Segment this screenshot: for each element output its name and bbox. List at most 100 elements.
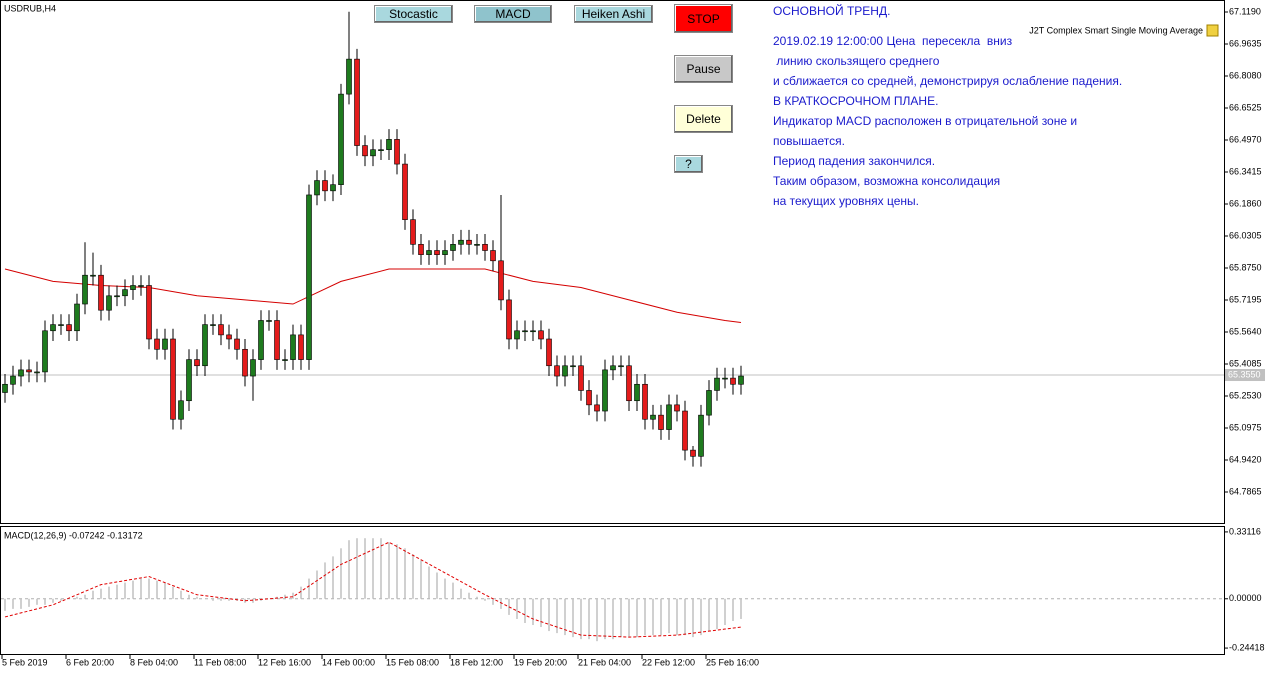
message-line: Период падения закончился. xyxy=(773,154,935,168)
candle-body xyxy=(290,334,296,360)
y-tick-label: 65.8750 xyxy=(1229,262,1262,272)
candle-body xyxy=(306,194,312,360)
message-line: на текущих уровнях цены. xyxy=(773,194,919,208)
candle-body xyxy=(570,365,576,368)
candle-body xyxy=(698,414,704,457)
y-tick-label: 0.33116 xyxy=(1229,526,1261,536)
candle-body xyxy=(282,359,288,361)
candle-body xyxy=(90,274,96,277)
candle-body xyxy=(154,338,160,350)
candle-body xyxy=(466,239,472,245)
y-tick-label: 67.1190 xyxy=(1229,6,1261,16)
x-tick-label: 18 Feb 12:00 xyxy=(450,657,503,667)
candle-body xyxy=(474,244,480,246)
candle-body xyxy=(626,365,632,402)
y-tick-label: 66.4970 xyxy=(1229,134,1262,144)
candle-body xyxy=(362,145,368,157)
candle-body xyxy=(122,289,128,297)
y-tick-label: 66.9635 xyxy=(1229,38,1262,48)
candle-body xyxy=(106,295,112,311)
button[interactable]: Pause xyxy=(674,55,733,83)
indicator-label: J2T Complex Smart Single Moving Average xyxy=(1029,25,1203,35)
y-tick-label: 66.6525 xyxy=(1229,102,1262,112)
candle-body xyxy=(674,404,680,412)
candle-body xyxy=(546,338,552,367)
message-line: Индикатор MACD расположен в отрицательно… xyxy=(773,114,1077,128)
candle-body xyxy=(490,250,496,262)
y-tick-label: 65.5640 xyxy=(1229,326,1262,336)
candle-body xyxy=(650,414,656,420)
candle-body xyxy=(234,338,240,350)
y-tick-label: 64.9420 xyxy=(1229,454,1262,464)
message-line: Таким образом, возможна консолидация xyxy=(773,174,1000,188)
y-tick-label: 65.4085 xyxy=(1229,358,1262,368)
candle-body xyxy=(266,320,272,322)
candle-body xyxy=(706,390,712,416)
candle-body xyxy=(202,324,208,367)
candle-body xyxy=(410,219,416,245)
candle-body xyxy=(610,365,616,371)
candle-body xyxy=(506,299,512,340)
message-line: и сближается со средней, демонстрируя ос… xyxy=(773,74,1122,88)
candle-body xyxy=(18,369,24,377)
candle-body xyxy=(386,139,392,150)
message-line: ОСНОВНОЙ ТРЕНД. xyxy=(773,3,890,18)
x-tick-label: 21 Feb 04:00 xyxy=(578,657,631,667)
candle-body xyxy=(482,244,488,251)
main-frame xyxy=(0,0,1225,524)
candle-body xyxy=(162,338,168,350)
symbol-label: USDRUB,H4 xyxy=(4,3,56,13)
candle-body xyxy=(562,365,568,377)
candle-body xyxy=(298,334,304,360)
candle-body xyxy=(274,320,280,360)
candle-body xyxy=(658,414,664,430)
candle-body xyxy=(10,375,16,385)
candle-body xyxy=(58,324,64,326)
button[interactable]: Delete xyxy=(674,105,733,133)
candle-body xyxy=(66,324,72,332)
candle-body xyxy=(714,377,720,391)
button[interactable]: STOP xyxy=(674,4,733,33)
candle-body xyxy=(426,250,432,255)
x-tick-label: 19 Feb 20:00 xyxy=(514,657,567,667)
candle-body xyxy=(722,377,728,380)
candle-body xyxy=(330,184,336,192)
x-tick-label: 15 Feb 08:00 xyxy=(386,657,439,667)
x-tick-label: 12 Feb 16:00 xyxy=(258,657,311,667)
candle-body xyxy=(594,404,600,412)
candle-body xyxy=(250,359,256,377)
button[interactable]: ? xyxy=(674,155,703,173)
macd-label: MACD(12,26,9) -0.07242 -0.13172 xyxy=(4,530,143,540)
y-tick-label: 66.3415 xyxy=(1229,166,1262,176)
candle-body xyxy=(50,324,56,332)
candle-body xyxy=(34,371,40,374)
candle-body xyxy=(394,139,400,165)
candle-body xyxy=(730,377,736,385)
y-tick-label: 65.0975 xyxy=(1229,422,1262,432)
candle-body xyxy=(554,365,560,377)
candle-body xyxy=(578,365,584,391)
candle-body xyxy=(458,239,464,245)
x-tick-label: 11 Feb 08:00 xyxy=(194,657,246,667)
candle-body xyxy=(402,163,408,220)
candle-body xyxy=(178,400,184,420)
message-line: В КРАТКОСРОЧНОМ ПЛАНЕ. xyxy=(773,94,938,108)
button[interactable]: MACD xyxy=(474,5,552,23)
candle-body xyxy=(210,324,216,326)
button[interactable]: Stocastic xyxy=(374,5,453,23)
candle-body xyxy=(42,330,48,373)
x-tick-label: 14 Feb 00:00 xyxy=(322,657,375,667)
candle-body xyxy=(242,348,248,377)
candle-body xyxy=(2,383,8,393)
candle-body xyxy=(146,285,152,340)
candle-body xyxy=(26,369,32,373)
candle-body xyxy=(538,330,544,340)
candle-body xyxy=(370,149,376,157)
candle-body xyxy=(194,359,200,367)
candle-body xyxy=(226,334,232,340)
indicator-icon xyxy=(1206,24,1219,37)
candle-body xyxy=(138,285,144,287)
button[interactable]: Heiken Ashi xyxy=(574,5,653,23)
